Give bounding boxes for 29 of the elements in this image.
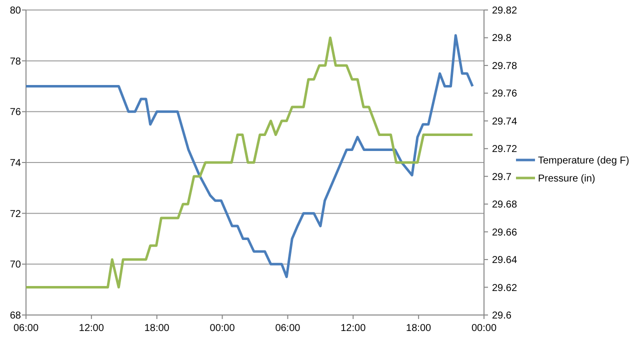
y-tick-label: 68 [10, 310, 22, 322]
legend-label: Temperature (deg F) [538, 156, 630, 166]
y-tick-label: 74 [10, 158, 22, 169]
y2-tick-label: 29.66 [492, 227, 518, 238]
y2-tick-label: 29.64 [492, 255, 518, 266]
x-tick-label: 06:00 [275, 323, 301, 334]
y-tick-label: 78 [10, 56, 22, 68]
x-tick-label: 06:00 [13, 323, 39, 334]
legend-label: Pressure (in) [538, 174, 596, 184]
y2-tick-label: 29.74 [492, 116, 518, 128]
x-tick-label: 00:00 [471, 323, 497, 334]
y2-tick-label: 29.62 [492, 282, 518, 294]
y2-tick-label: 29.8 [492, 33, 512, 44]
y2-tick-label: 29.78 [492, 60, 518, 72]
y2-tick-label: 29.72 [492, 144, 518, 156]
y2-tick-label: 29.76 [492, 88, 518, 100]
x-tick-label: 00:00 [210, 323, 236, 334]
y2-tick-label: 29.6 [492, 310, 512, 322]
y-tick-label: 80 [10, 6, 22, 16]
y-tick-label: 76 [10, 107, 22, 118]
x-tick-label: 18:00 [144, 323, 170, 334]
x-tick-label: 12:00 [78, 323, 104, 334]
y2-tick-label: 29.68 [492, 200, 518, 211]
y2-tick-label: 29.7 [492, 172, 512, 183]
y2-tick-label: 29.82 [492, 6, 518, 16]
x-tick-label: 18:00 [406, 323, 432, 334]
x-tick-label: 12:00 [340, 323, 366, 334]
y-tick-label: 72 [10, 208, 22, 220]
y-tick-label: 70 [10, 260, 22, 271]
